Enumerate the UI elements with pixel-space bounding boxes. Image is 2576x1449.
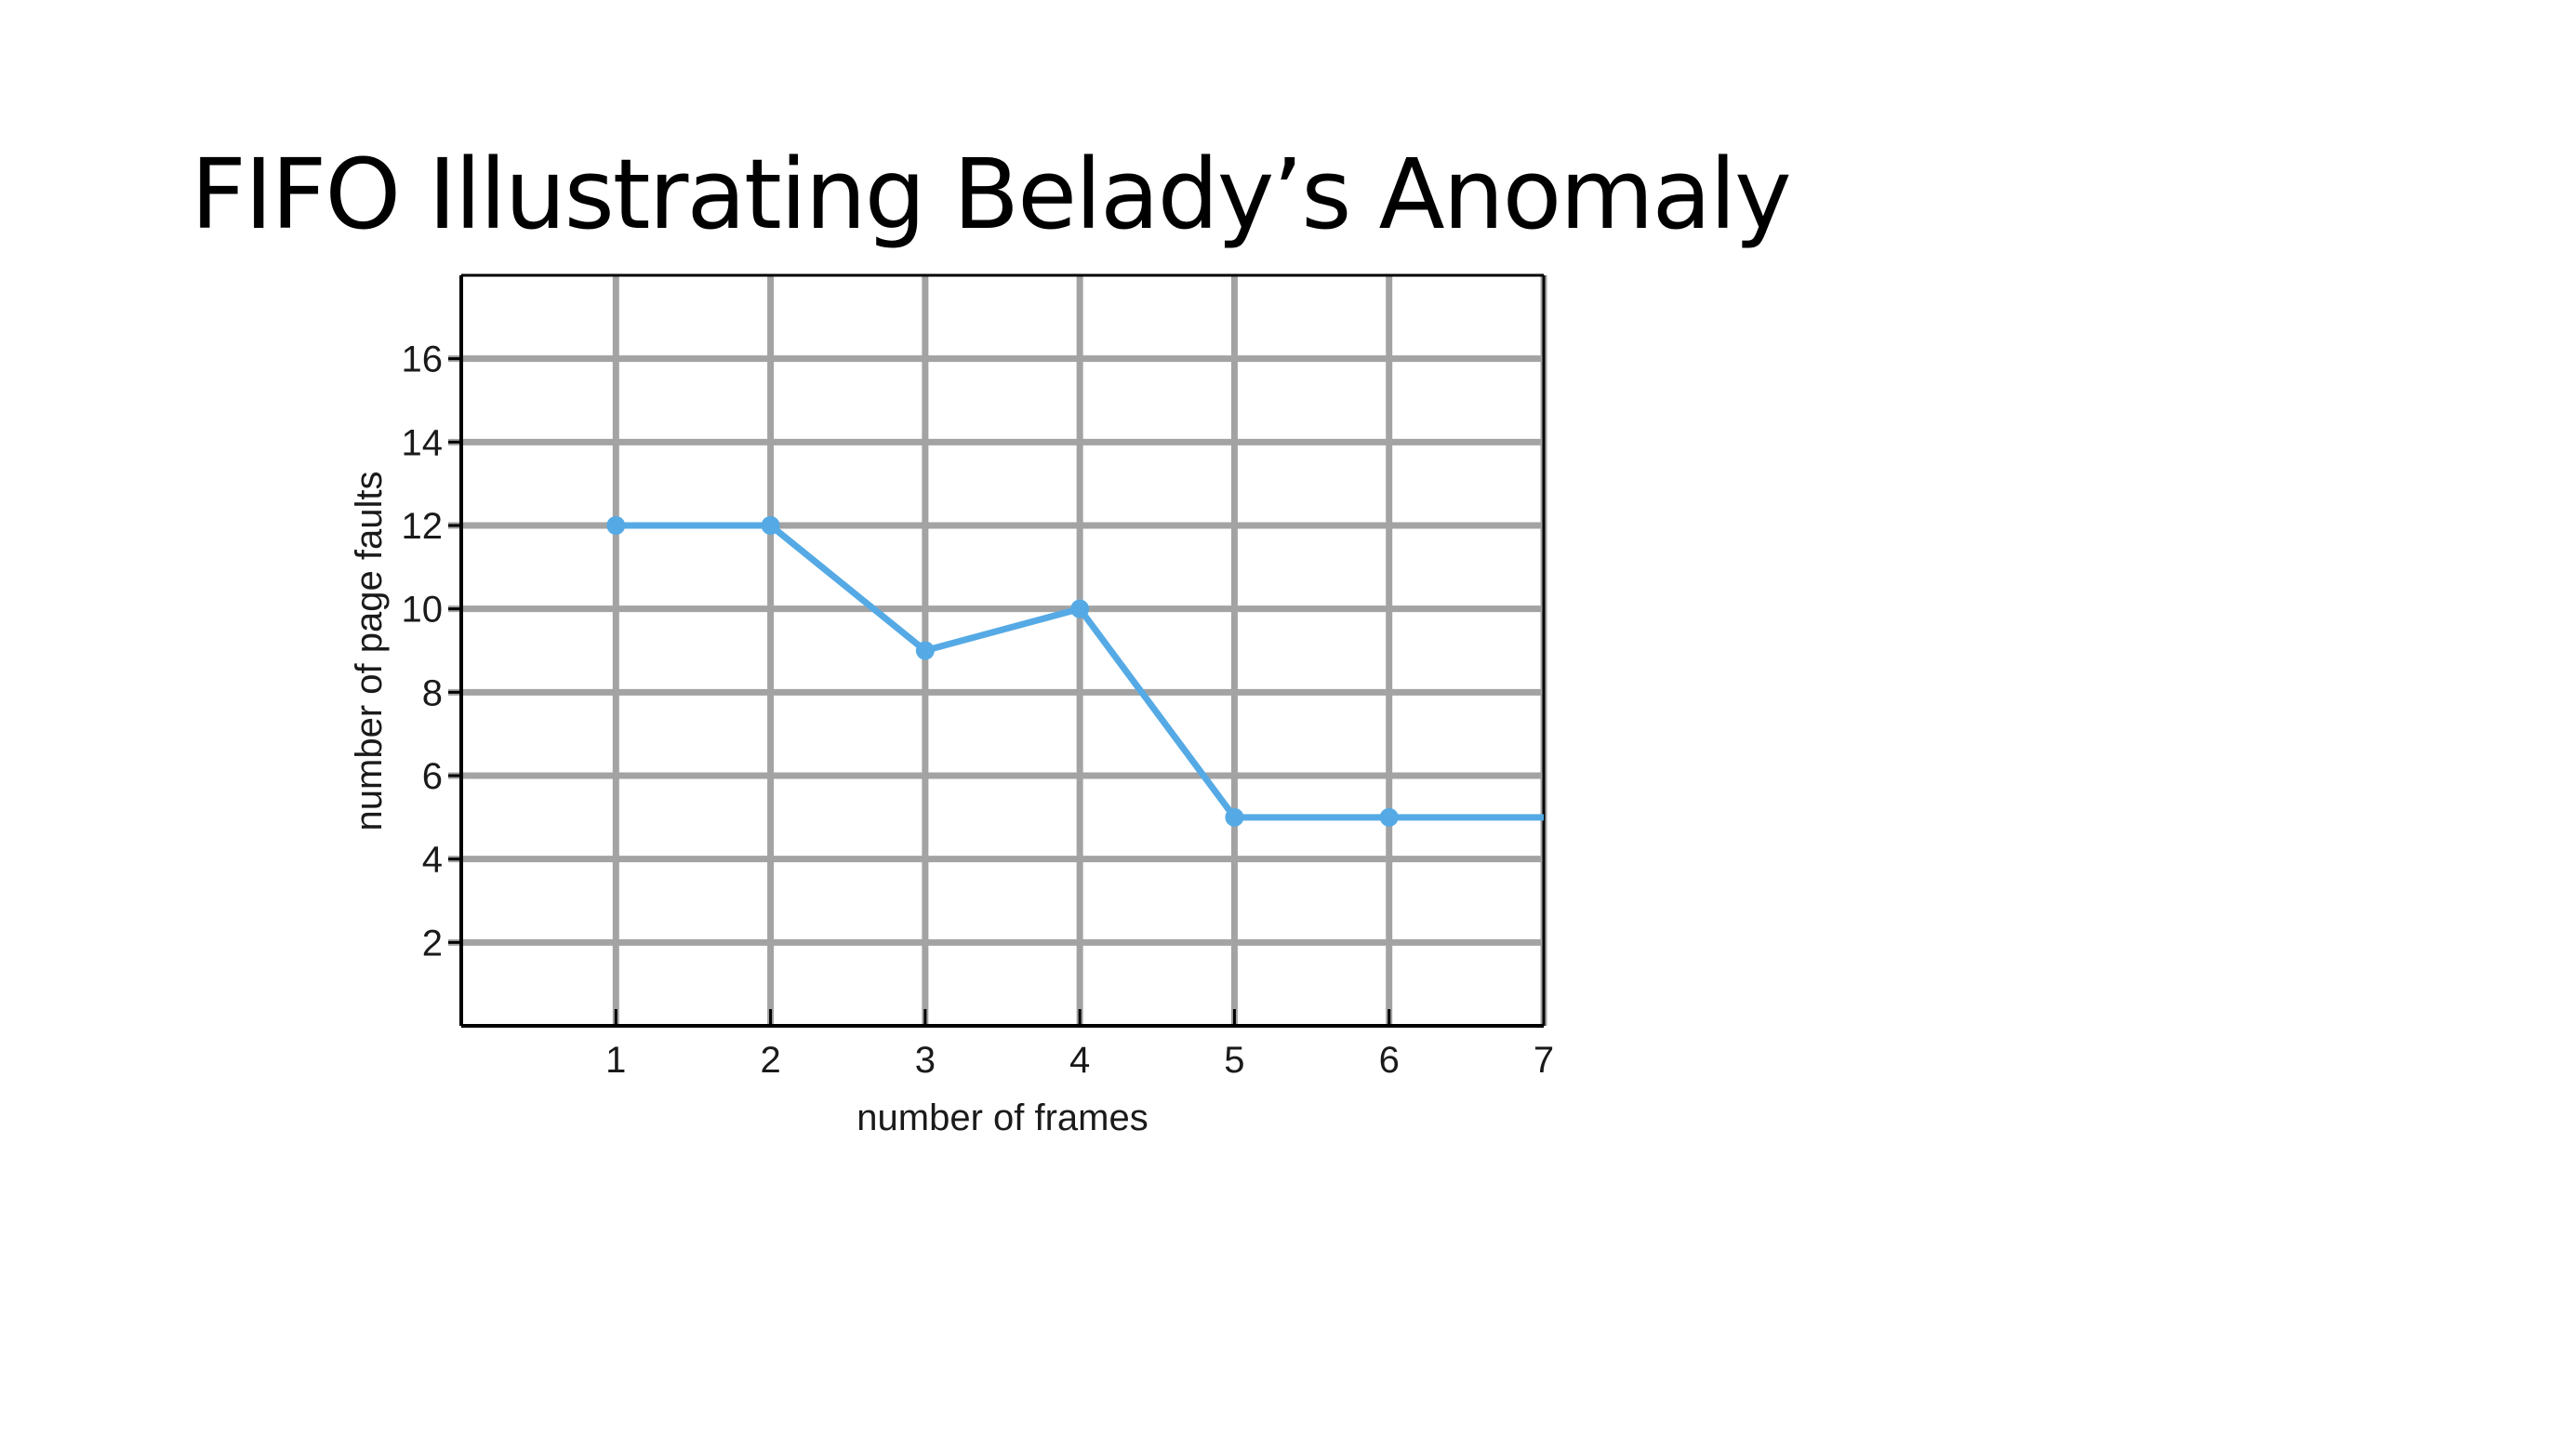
- data-point-4: [1070, 599, 1090, 618]
- data-point-1: [606, 516, 626, 535]
- x-tick-label-3: 3: [915, 1040, 936, 1081]
- x-tick-label-4: 4: [1069, 1040, 1090, 1081]
- x-tick-label-5: 5: [1224, 1040, 1244, 1081]
- y-tick-label-12: 12: [402, 506, 444, 547]
- data-point-3: [915, 641, 935, 660]
- data-series: [606, 516, 1544, 827]
- y-tick-label-6: 6: [422, 756, 443, 797]
- chart-axes: [448, 273, 1546, 1028]
- data-point-5: [1225, 807, 1244, 827]
- y-tick-label-10: 10: [402, 590, 444, 631]
- y-axis-label: number of page faults: [349, 472, 390, 831]
- x-tick-label-2: 2: [760, 1040, 780, 1081]
- y-tick-label-2: 2: [422, 923, 443, 964]
- y-tick-label-4: 4: [422, 840, 443, 881]
- data-point-6: [1379, 807, 1399, 827]
- data-point-2: [761, 516, 780, 535]
- x-tick-label-1: 1: [605, 1040, 626, 1081]
- grid-lines: [448, 275, 1547, 1026]
- slide-title: FIFO Illustrating Belady’s Anomaly: [191, 138, 1792, 251]
- y-tick-label-8: 8: [422, 672, 443, 713]
- x-axis-label: number of frames: [856, 1097, 1148, 1138]
- x-tick-label-7: 7: [1534, 1040, 1554, 1081]
- y-tick-label-14: 14: [402, 422, 444, 463]
- y-tick-label-16: 16: [402, 339, 444, 380]
- x-tick-label-6: 6: [1379, 1040, 1400, 1081]
